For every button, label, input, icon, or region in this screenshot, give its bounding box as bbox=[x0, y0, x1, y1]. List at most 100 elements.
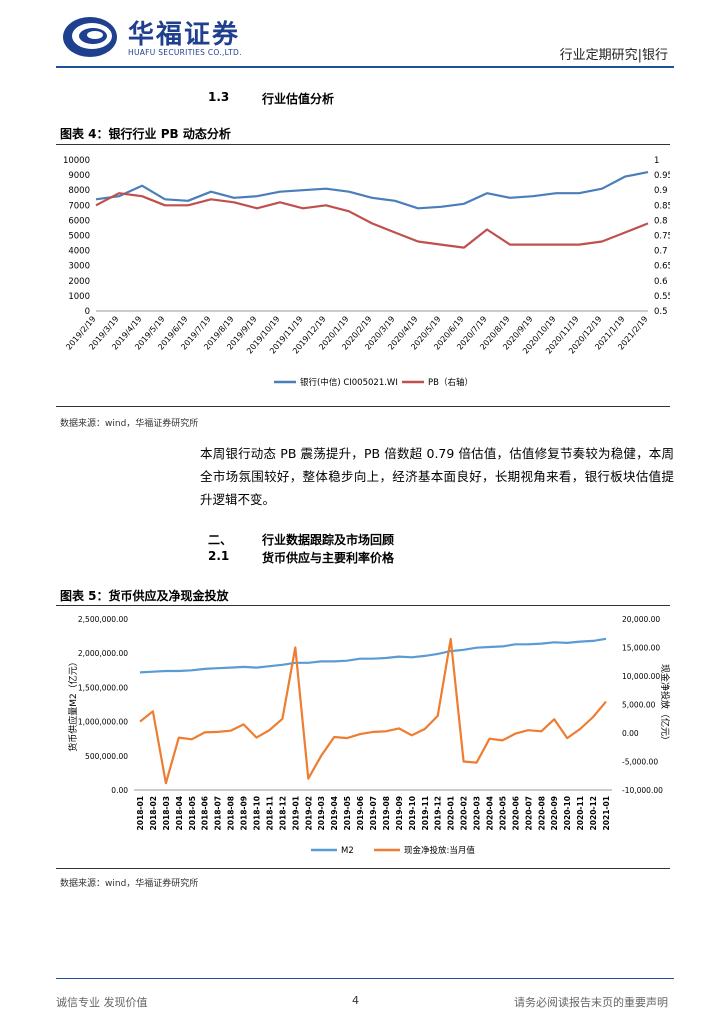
header-divider bbox=[56, 66, 674, 68]
y-right-tick-label: -10,000.00 bbox=[622, 786, 663, 795]
y-right-tick-label: 1 bbox=[654, 156, 659, 166]
footer-divider bbox=[56, 978, 674, 979]
y-left-tick-label: 9000 bbox=[68, 171, 90, 181]
x-tick-label: 2020-02 bbox=[460, 796, 469, 830]
y-right-tick-label: 0.5 bbox=[654, 307, 668, 317]
legend-label: 银行(中信) CI005021.WI bbox=[300, 377, 398, 388]
figure-5-bottom-rule bbox=[56, 868, 670, 869]
x-tick-label: 2020-11 bbox=[576, 796, 585, 830]
figure-4-bottom-rule bbox=[56, 406, 670, 407]
y-left-tick-label: 4000 bbox=[68, 247, 90, 257]
x-tick-label: 2018-01 bbox=[136, 796, 145, 830]
y-left-tick-label: 10000 bbox=[63, 156, 90, 166]
y-left-tick-label: 0.00 bbox=[111, 786, 128, 795]
section-title: 行业估值分析 bbox=[262, 92, 335, 106]
footer-disclaimer: 请务必阅读报告末页的重要声明 bbox=[514, 996, 668, 1009]
x-tick-label: 2019-01 bbox=[291, 796, 300, 830]
x-tick-label: 2018-10 bbox=[253, 796, 262, 830]
section-title: 行业数据跟踪及市场回顾 bbox=[262, 533, 395, 547]
legend-label: PB（右轴） bbox=[428, 377, 473, 388]
series-line-2 bbox=[95, 192, 649, 249]
brand-name-cn: 华福证券 bbox=[128, 20, 241, 50]
m2-cash-chart: 0.00 500,000.00 1,000,000.00 1,500,000.00 2,… bbox=[67, 615, 670, 856]
figure-5-source: 数据来源：wind，华福证券研究所 bbox=[60, 879, 199, 889]
figure-5-title: 图表 5：货币供应及净现金投放 bbox=[60, 589, 229, 603]
legend-label: 现金净投放:当月值 bbox=[404, 845, 475, 856]
document-type: 行业定期研究|银行 bbox=[559, 48, 668, 63]
y-right-tick-label: 20,000.00 bbox=[622, 615, 660, 624]
section-title: 货币供应与主要利率价格 bbox=[262, 551, 395, 565]
x-tick-label: 2020-10 bbox=[563, 796, 572, 830]
y-right-tick-label: 0.75 bbox=[654, 232, 670, 242]
y-right-tick-label: 0.95 bbox=[654, 171, 670, 181]
x-tick-label: 2018-12 bbox=[278, 796, 287, 830]
y-right-tick-label: 0.00 bbox=[622, 729, 639, 738]
y-left-tick-label: 8000 bbox=[68, 186, 90, 196]
x-tick-label: 2018-08 bbox=[227, 796, 236, 830]
series-line-2 bbox=[139, 637, 607, 785]
y-left-tick-label: 2,500,000.00 bbox=[78, 615, 128, 624]
section-number: 二、 bbox=[208, 533, 233, 547]
x-tick-label: 2020-08 bbox=[537, 796, 546, 830]
x-tick-label: 2019-12 bbox=[434, 796, 443, 830]
y-left-tick-label: 2,000,000.00 bbox=[78, 649, 128, 658]
x-tick-label: 2018-04 bbox=[175, 796, 184, 830]
x-tick-label: 2019-07 bbox=[369, 796, 378, 830]
x-tick-label: 2018-03 bbox=[162, 796, 171, 830]
y-right-tick-label: 5,000.00 bbox=[622, 701, 656, 710]
bank-pb-chart: 0 1000 2000 3000 4000 5000 6000 7000 8000 9000 100… bbox=[63, 156, 670, 388]
legend-label: M2 bbox=[341, 846, 354, 856]
y-left-tick-label: 6000 bbox=[68, 216, 90, 226]
y-right-axis-label: 现金净投放（亿元） bbox=[659, 664, 670, 745]
x-tick-label: 2018-05 bbox=[188, 796, 197, 830]
x-tick-label: 2019-05 bbox=[343, 796, 352, 830]
x-tick-label: 2018-02 bbox=[149, 796, 158, 830]
figure-5-top-rule bbox=[56, 605, 670, 606]
y-left-tick-label: 5000 bbox=[68, 232, 90, 242]
x-tick-label: 2019-09 bbox=[395, 796, 404, 830]
company-logo: 华福证券 HUAFU SECURITIES CO.,LTD. bbox=[62, 14, 247, 60]
x-tick-label: 2020-07 bbox=[524, 796, 533, 830]
y-left-axis-label: 货币供应量M2（亿元） bbox=[67, 657, 79, 752]
x-tick-label: 2020-01 bbox=[447, 796, 456, 830]
y-left-tick-label: 0 bbox=[85, 307, 90, 317]
body-paragraph: 本周银行动态 PB 震荡提升，PB 倍数超 0.79 倍估值，估值修复节奏较为稳… bbox=[200, 446, 674, 507]
y-left-tick-label: 2000 bbox=[68, 277, 90, 287]
y-right-tick-label: 0.85 bbox=[654, 201, 670, 211]
figure-4-top-rule bbox=[56, 144, 670, 145]
logo-swirl-icon bbox=[63, 17, 117, 57]
y-right-tick-label: 0.65 bbox=[654, 262, 670, 272]
x-tick-label: 2019-08 bbox=[382, 796, 391, 830]
y-right-tick-label: 15,000.00 bbox=[622, 644, 660, 653]
y-right-tick-label: 0.7 bbox=[654, 247, 668, 257]
x-tick-label: 2019-04 bbox=[330, 796, 339, 830]
series-line-1 bbox=[95, 171, 649, 210]
y-left-tick-label: 1000 bbox=[68, 292, 90, 302]
section-number: 1.3 bbox=[208, 90, 230, 104]
x-tick-label: 2019-10 bbox=[408, 796, 417, 830]
x-tick-label: 2020-03 bbox=[473, 796, 482, 830]
x-tick-label: 2019-11 bbox=[421, 796, 430, 830]
y-left-tick-label: 3000 bbox=[68, 262, 90, 272]
x-tick-label: 2019-06 bbox=[356, 796, 365, 830]
section-number: 2.1 bbox=[208, 549, 230, 563]
x-tick-label: 2020-12 bbox=[589, 796, 598, 830]
y-left-tick-label: 500,000.00 bbox=[85, 752, 128, 761]
figure-4-title: 图表 4：银行行业 PB 动态分析 bbox=[60, 127, 231, 141]
x-tick-label: 2018-06 bbox=[201, 796, 210, 830]
y-right-tick-label: 0.9 bbox=[654, 186, 668, 196]
x-tick-label: 2019-03 bbox=[317, 796, 326, 830]
x-tick-label: 2020-06 bbox=[511, 796, 520, 830]
x-tick-label: 2020-09 bbox=[550, 796, 559, 830]
y-right-tick-label: 10,000.00 bbox=[622, 672, 660, 681]
y-left-tick-label: 1,500,000.00 bbox=[78, 683, 128, 692]
x-tick-label: 2020-05 bbox=[498, 796, 507, 830]
x-tick-label: 2018-07 bbox=[214, 796, 223, 830]
y-right-tick-label: -5,000.00 bbox=[622, 758, 658, 767]
y-right-tick-label: 0.8 bbox=[654, 216, 668, 226]
footer-slogan: 诚信专业 发现价值 bbox=[56, 996, 148, 1009]
x-tick-label: 2018-11 bbox=[265, 796, 274, 830]
figure-4-source: 数据来源：wind，华福证券研究所 bbox=[60, 419, 199, 429]
x-tick-label: 2018-09 bbox=[240, 796, 249, 830]
y-left-tick-label: 1,000,000.00 bbox=[78, 718, 128, 727]
